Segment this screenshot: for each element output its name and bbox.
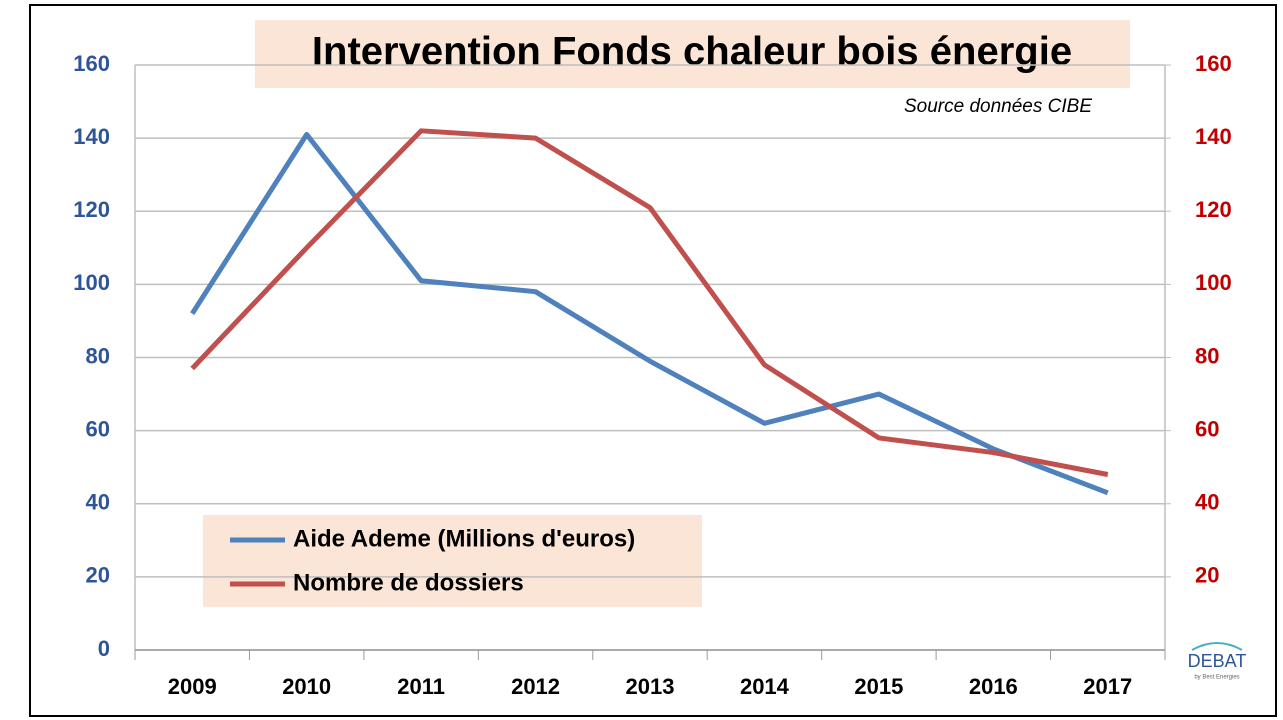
y-tick-label: 60 <box>86 416 110 441</box>
x-tick-label: 2014 <box>740 674 790 699</box>
logo-sub: by Best Energies <box>1194 675 1239 681</box>
y2-tick-label: 120 <box>1195 197 1232 222</box>
x-tick-label: 2013 <box>626 674 675 699</box>
y2-tick-label: 100 <box>1195 270 1232 295</box>
y-tick-label: 120 <box>73 197 110 222</box>
logo-arc <box>1191 642 1243 651</box>
y-tick-label: 80 <box>86 343 110 368</box>
x-tick-label: 2011 <box>397 674 445 699</box>
y-tick-label: 20 <box>86 563 110 588</box>
legend-label: Nombre de dossiers <box>293 569 524 596</box>
y-tick-label: 160 <box>73 51 110 76</box>
y2-tick-label: 80 <box>1195 343 1219 368</box>
x-tick-label: 2012 <box>511 674 560 699</box>
chart-title: Intervention Fonds chaleur bois énergie <box>312 30 1072 74</box>
y-tick-label: 40 <box>86 490 110 515</box>
legend-box <box>203 515 702 607</box>
x-tick-label: 2017 <box>1083 674 1132 699</box>
logo: DEBAT <box>1188 651 1247 671</box>
x-tick-label: 2009 <box>168 674 217 699</box>
x-tick-label: 2016 <box>969 674 1018 699</box>
y2-tick-label: 40 <box>1195 490 1219 515</box>
y-tick-label: 100 <box>73 270 110 295</box>
y2-tick-label: 160 <box>1195 51 1232 76</box>
y2-tick-label: 20 <box>1195 563 1219 588</box>
series-line <box>190 131 1109 496</box>
x-tick-label: 2015 <box>854 674 903 699</box>
source-note: Source données CIBE <box>904 96 1092 117</box>
title-box <box>255 20 1130 88</box>
y-tick-label: 140 <box>73 124 110 149</box>
y2-tick-label: 60 <box>1195 416 1219 441</box>
series-line <box>190 128 1109 477</box>
legend-label: Aide Ademe (Millions d'euros) <box>293 525 635 552</box>
y-tick-label: 0 <box>98 636 110 661</box>
y2-tick-label: 140 <box>1195 124 1232 149</box>
x-tick-label: 2010 <box>282 674 331 699</box>
